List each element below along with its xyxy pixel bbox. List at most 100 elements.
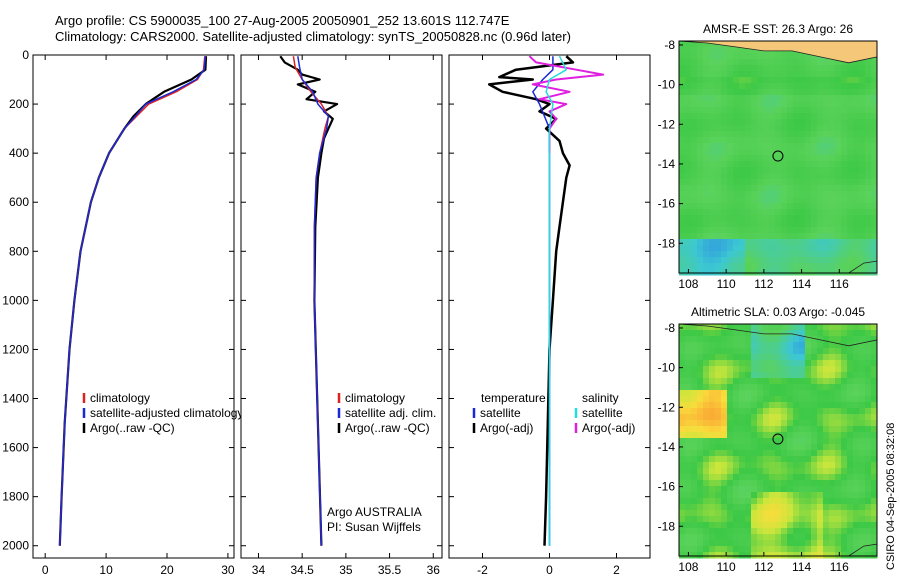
sst_map-cell <box>721 149 728 156</box>
sst_map-cell <box>739 173 746 180</box>
sla_map-cell <box>793 360 800 367</box>
sla_map-cell <box>679 492 686 499</box>
sst_map-cell <box>859 173 866 180</box>
sla_map-cell <box>853 354 860 361</box>
sst_map-cell <box>691 119 698 126</box>
sla_map-cell <box>745 396 752 403</box>
sla_map-cell <box>703 384 710 391</box>
sla_map-cell <box>715 378 722 385</box>
sla_map-cell <box>763 510 770 517</box>
series-salinity-satellite-adj-clim- <box>297 56 330 546</box>
sst_map-cell <box>691 83 698 90</box>
sst_map-cell <box>859 215 866 222</box>
sla_map-cell <box>835 402 842 409</box>
sla_map-cell <box>685 462 692 469</box>
sla_map-cell <box>859 456 866 463</box>
sst_map-cell <box>811 251 818 258</box>
sla_map-cell <box>751 492 758 499</box>
sla_map-cell <box>691 450 698 457</box>
sst_map-cell <box>709 89 716 96</box>
sla_map-cell <box>787 522 794 529</box>
sla_map-xtick-label: 116 <box>830 560 849 574</box>
sla_map-cell <box>739 504 746 511</box>
sla_map-cell <box>763 534 770 541</box>
sst_map-cell <box>787 137 794 144</box>
sst_map-cell <box>691 149 698 156</box>
sla_map-cell <box>709 408 716 415</box>
sst_map-cell <box>859 257 866 264</box>
sst_map-cell <box>859 167 866 174</box>
sla_map-cell <box>715 342 722 349</box>
sst_map-cell <box>685 179 692 186</box>
sla_map-cell <box>847 450 854 457</box>
sla_map-cell <box>799 420 806 427</box>
sst_map-cell <box>757 71 764 78</box>
sla_map-cell <box>727 408 734 415</box>
sla_map-cell <box>781 444 788 451</box>
sla_map-cell <box>727 450 734 457</box>
sla_map-cell <box>769 330 776 337</box>
sla_map-cell <box>703 366 710 373</box>
sst_map-cell <box>703 53 710 60</box>
sst_map-cell <box>871 257 878 264</box>
sla_map-cell <box>811 366 818 373</box>
sla_map-cell <box>751 552 758 559</box>
salinity-xtick-label: 34.5 <box>290 563 314 577</box>
sla_map-cell <box>835 546 842 553</box>
sla_map-cell <box>745 324 752 331</box>
sla_map-cell <box>793 528 800 535</box>
sst_map-cell <box>823 167 830 174</box>
sst_map-cell <box>733 221 740 228</box>
sst_map-cell <box>835 167 842 174</box>
sla_map-cell <box>781 462 788 469</box>
sst_map-cell <box>793 107 800 114</box>
sst_map-cell <box>865 95 872 102</box>
sst_map-cell <box>859 137 866 144</box>
sla_map-cell <box>865 528 872 535</box>
sla_map-cell <box>769 510 776 517</box>
sst_map-cell <box>745 209 752 216</box>
sst_map-cell <box>727 77 734 84</box>
sst_map-cell <box>691 227 698 234</box>
sla_map-cell <box>841 504 848 511</box>
sst_map-cell <box>721 65 728 72</box>
sst_map-cell <box>829 131 836 138</box>
sla_map-cell <box>811 348 818 355</box>
sla_map-cell <box>769 426 776 433</box>
sst_map-cell <box>745 137 752 144</box>
sst_map-cell <box>721 71 728 78</box>
sla_map-cell <box>691 486 698 493</box>
profile-title: Argo profile: CS 5900035_100 27-Aug-2005… <box>55 13 510 28</box>
sst_map-cell <box>799 239 806 246</box>
sla_map-cell <box>703 480 710 487</box>
sst_map-cell <box>859 113 866 120</box>
sst_map-cell <box>787 239 794 246</box>
sst_map-cell <box>745 113 752 120</box>
sla_map-cell <box>799 468 806 475</box>
legend-sal-climatology-label: climatology <box>345 391 405 405</box>
sla_map-cell <box>751 378 758 385</box>
sla_map-cell <box>709 456 716 463</box>
sla_map-cell <box>799 516 806 523</box>
sla_map-cell <box>817 348 824 355</box>
sla_map-xtick-label: 112 <box>754 560 773 574</box>
sla_map-cell <box>727 456 734 463</box>
sst_map-cell <box>823 149 830 156</box>
sst_map-cell <box>859 179 866 186</box>
sst_map-cell <box>775 179 782 186</box>
sst_map-cell <box>859 269 866 276</box>
sla_map-cell <box>691 468 698 475</box>
sla_map-cell <box>763 480 770 487</box>
sla_map-cell <box>823 492 830 499</box>
sst_map-cell <box>859 119 866 126</box>
sst_map-cell <box>835 149 842 156</box>
sla_map-cell <box>811 438 818 445</box>
sla_map-cell <box>703 396 710 403</box>
sst_map-cell <box>781 221 788 228</box>
sla_map-cell <box>865 324 872 331</box>
sst_map-cell <box>745 107 752 114</box>
sla_map-cell <box>847 504 854 511</box>
legend-temp-climatology-label: climatology <box>90 391 150 405</box>
sla_map-cell <box>703 378 710 385</box>
sst_map-cell <box>685 221 692 228</box>
